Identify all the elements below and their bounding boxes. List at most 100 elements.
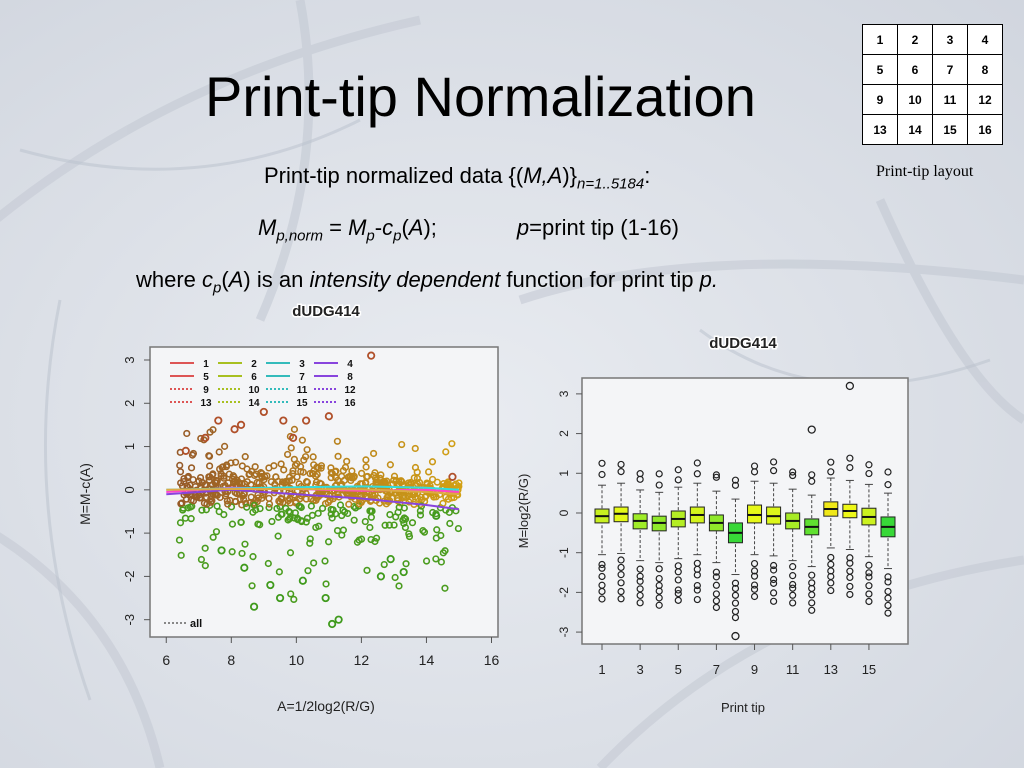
scatter-point (217, 472, 225, 480)
scatter-point (338, 531, 346, 539)
box-outlier (750, 567, 759, 575)
scatter-point (302, 518, 310, 526)
tip-cell: 12 (967, 84, 1003, 115)
scatter-point (265, 464, 273, 472)
scatter-point (419, 527, 427, 535)
scatter-point (298, 436, 306, 444)
scatter-point (385, 521, 393, 529)
scatter-points (175, 351, 463, 629)
box-outlier (617, 556, 625, 564)
scatter-point (253, 478, 261, 486)
legend-entry: 2 (251, 359, 257, 370)
scatter-point (442, 448, 450, 456)
scatter-point (294, 516, 302, 524)
outlier-point (298, 576, 307, 585)
scatter-point (405, 532, 414, 541)
scatter-point (350, 472, 358, 480)
scatter-point (395, 477, 403, 485)
box-outlier (617, 579, 625, 587)
scatter-point (392, 513, 400, 521)
scatter-point (333, 437, 341, 445)
scatter-point (416, 507, 424, 515)
scatter-y-label: M=M-c(A) (77, 463, 93, 525)
box-outlier (808, 599, 816, 607)
scatter-point (228, 548, 236, 556)
tip-cell: 5 (862, 54, 898, 85)
x-tick-label: 11 (786, 662, 800, 677)
lowess-curve (166, 488, 460, 511)
scatter-point (203, 500, 211, 508)
legend-entry: 9 (203, 385, 209, 396)
description-line: where cp(A) is an intensity dependent fu… (136, 267, 718, 296)
formula-a: A (408, 215, 424, 240)
scatter-point (371, 537, 379, 546)
box-outlier (617, 595, 625, 603)
scatter-point (398, 440, 406, 449)
scatter-point (327, 474, 335, 482)
y-tick-label: 3 (122, 356, 137, 363)
outlier-point (367, 351, 376, 360)
scatter-point (198, 506, 206, 514)
scatter-point (441, 547, 449, 555)
scatter-point (295, 502, 303, 510)
box-outlier (884, 481, 892, 489)
desc-where: where (136, 267, 203, 292)
scatter-point (433, 478, 441, 486)
scatter-point (312, 472, 320, 480)
outlier-point (302, 416, 311, 425)
slide-title: Print-tip Normalization (205, 65, 756, 128)
scatter-point (268, 517, 276, 526)
formula-eq: = (323, 215, 349, 240)
box-outlier (693, 459, 701, 467)
outlier-point (214, 416, 223, 425)
scatter-point (215, 448, 223, 456)
scatter-point (324, 538, 333, 546)
box-outlier (789, 572, 797, 580)
scatter-point (243, 503, 251, 511)
x-tick-label: 9 (751, 662, 758, 677)
scatter-point (380, 560, 388, 569)
outlier-point (399, 567, 408, 577)
box-outlier (712, 590, 720, 598)
scatter-point (318, 504, 327, 512)
box-outlier (770, 597, 778, 605)
outlier-point (230, 425, 239, 434)
box-outlier (598, 564, 606, 572)
scatter-point (448, 440, 456, 448)
scatter-point (307, 502, 315, 510)
scatter-point (261, 473, 269, 481)
box-outlier (655, 481, 663, 489)
box-outlier (750, 592, 759, 601)
box-outlier (884, 578, 892, 586)
box-outlier (617, 468, 625, 476)
legend-entry: 10 (248, 385, 260, 396)
box-outlier (789, 563, 797, 571)
scatter-point (220, 510, 228, 519)
box-y-label: M=log2(R/G) (516, 474, 531, 549)
outlier-point (328, 619, 337, 629)
tip-cell: 1 (862, 24, 898, 55)
box-outlier (827, 458, 835, 466)
box-outlier (731, 584, 740, 593)
scatter-point (439, 499, 447, 507)
box-outlier (712, 581, 720, 589)
box-outlier (617, 571, 625, 579)
box-outlier (750, 572, 759, 580)
box-outlier (598, 459, 606, 467)
scatter-point (376, 482, 384, 490)
scatter-point (384, 491, 392, 499)
lowess-curves (166, 485, 460, 511)
scatter-point (306, 535, 314, 543)
box-outlier (770, 579, 778, 587)
x-tick-label: 13 (824, 662, 838, 677)
scatter-point (446, 519, 454, 528)
tip-cell: 3 (932, 24, 968, 55)
scatter-point (287, 590, 295, 598)
print-tip-layout-caption: Print-tip layout (876, 163, 974, 180)
scatter-point (367, 513, 375, 521)
subtitle-line: Print-tip normalized data {(M,A)}n=1..51… (264, 163, 650, 192)
scatter-point (187, 515, 195, 523)
subtitle-italic: M,A (523, 163, 563, 188)
desc-a: A (228, 267, 244, 292)
